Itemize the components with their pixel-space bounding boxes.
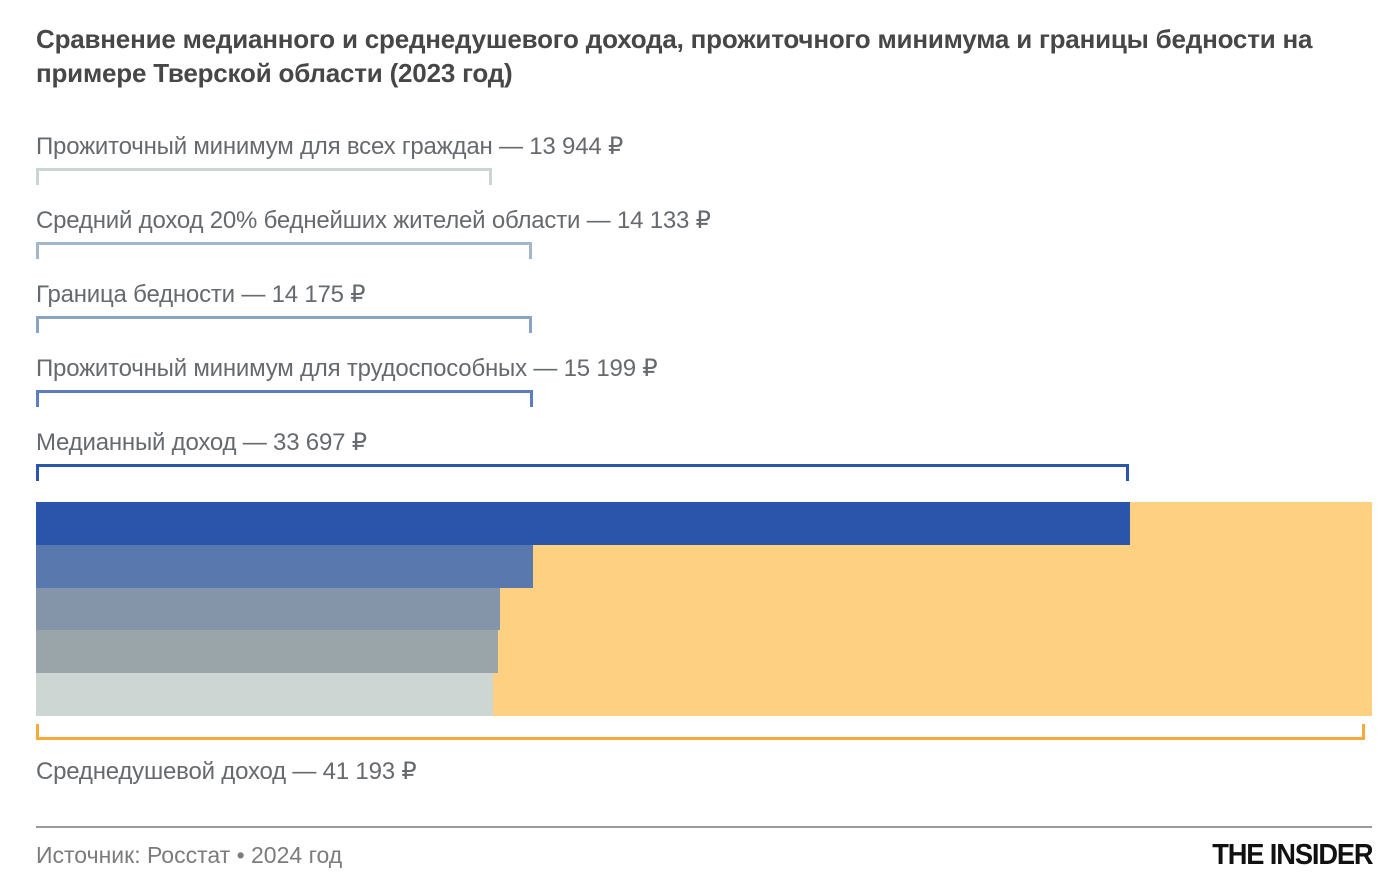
source-credit: Источник: Росстат • 2024 год	[36, 842, 343, 868]
bracket-indicator-total	[36, 724, 1366, 740]
bar-subsistence-minimum-working-age	[36, 544, 533, 588]
chart-title: Сравнение медианного и среднедушевого до…	[36, 24, 1313, 88]
bracket-indicator	[36, 316, 532, 333]
bracket-indicator	[36, 464, 1129, 481]
measure-group: Граница бедности — 14 175 ₽	[36, 280, 1372, 333]
measure-group: Прожиточный минимум для трудоспособных —…	[36, 354, 1372, 407]
bracket-indicator	[36, 242, 532, 259]
bar-median-income	[36, 502, 1131, 545]
measure-label: Средний доход 20% беднейших жителей обла…	[36, 207, 711, 234]
the-insider-logo: THE INSIDER	[1211, 839, 1373, 871]
bar-chart-area	[36, 502, 1372, 716]
measure-label: Прожиточный минимум для трудоспособных —…	[36, 355, 658, 382]
footer: Источник: Росстат • 2024 год THE INSIDER	[36, 826, 1373, 872]
measure-group: Средний доход 20% беднейших жителей обла…	[36, 206, 1372, 259]
measure-label: Граница бедности — 14 175 ₽	[36, 281, 366, 308]
bar-poverty-line	[36, 587, 500, 631]
bracket-indicator	[36, 168, 492, 185]
measure-label: Медианный доход — 33 697 ₽	[36, 429, 367, 456]
bar-subsistence-minimum-all	[36, 673, 493, 716]
measure-group: Медианный доход — 33 697 ₽	[36, 428, 1372, 481]
bar-poorest-20pct-income	[36, 630, 499, 674]
bracket-indicator	[36, 390, 533, 407]
total-label: Среднедушевой доход — 41 193 ₽	[36, 758, 417, 785]
measure-group: Прожиточный минимум для всех граждан — 1…	[36, 132, 1372, 185]
measure-groups: Прожиточный минимум для всех граждан — 1…	[36, 132, 1372, 481]
measure-label: Прожиточный минимум для всех граждан — 1…	[36, 133, 624, 160]
